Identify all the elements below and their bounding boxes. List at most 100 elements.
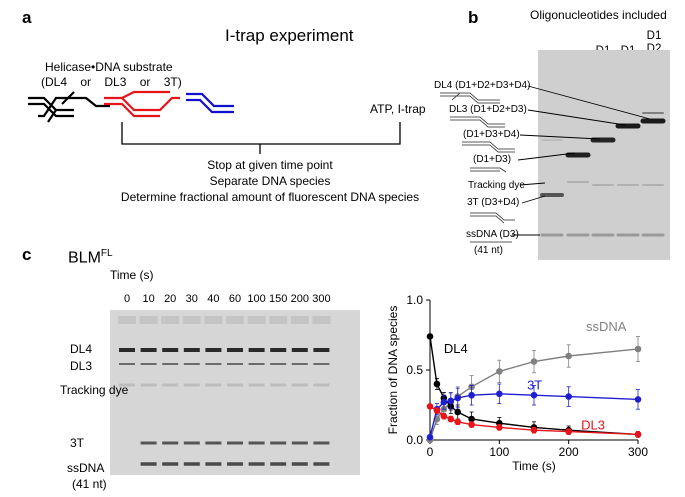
dl3-substrate-icon: [104, 90, 180, 118]
data-point-dl4: [454, 408, 462, 416]
step-quantify: Determine fractional amount of fluoresce…: [120, 190, 420, 204]
data-point-dl3: [496, 424, 503, 431]
data-point-3t: [634, 396, 642, 403]
time-label: 60: [228, 293, 242, 305]
gel-well: [312, 316, 331, 324]
gel-well: [182, 316, 201, 324]
gel-well: [204, 316, 223, 324]
species-d1d3: (D1+D3): [473, 154, 512, 165]
x-tick-label: 300: [628, 445, 648, 459]
gel-b-duplex-sketches: [440, 92, 515, 243]
data-point-ssdna: [496, 368, 503, 375]
gel-well: [118, 316, 136, 324]
data-point-dl3: [426, 403, 434, 410]
species-3t: 3T (D3+D4): [467, 197, 520, 208]
time-label: 20: [164, 293, 177, 305]
protein-superscript: FL: [100, 248, 113, 259]
x-tick-label: 0: [427, 445, 434, 459]
data-point-dl3: [634, 431, 642, 438]
data-point-3t: [565, 393, 572, 400]
data-point-3t: [454, 394, 462, 402]
fit-curve-3t: [429, 393, 639, 438]
atp-label: ATP, I-trap: [370, 102, 426, 116]
gel-well: [247, 316, 266, 324]
band-ssdna-length: (41 nt): [72, 477, 107, 491]
data-point-dl4: [468, 415, 475, 423]
band-ssdna: ssDNA: [67, 461, 105, 475]
data-point-3t: [496, 390, 503, 398]
time-label: 40: [207, 293, 220, 305]
time-label: 30: [185, 293, 198, 305]
data-point-dl3: [433, 407, 441, 414]
time-label: 150: [269, 293, 288, 305]
fit-curve-dl3: [429, 405, 639, 436]
species-dl3: DL3 (D1+D2+D3): [449, 104, 527, 115]
data-point-dl4: [426, 333, 434, 340]
band-3t: 3T: [70, 436, 85, 450]
fit-curve-dl4: [429, 336, 639, 436]
workflow-bracket: [121, 122, 401, 154]
band-dl4: DL4: [70, 342, 93, 356]
panel-a-label: a: [22, 8, 32, 27]
time-header: Time (s): [110, 268, 154, 282]
data-point-dl3: [468, 421, 475, 428]
series-label-ssdna: ssDNA: [586, 319, 627, 334]
species-d1d3d4: (D1+D3+D4): [463, 129, 520, 140]
step-separate: Separate DNA species: [209, 174, 331, 188]
time-label: 100: [247, 293, 266, 305]
data-point-dl3: [454, 418, 462, 426]
species-dl4: DL4 (D1+D2+D3+D4): [434, 80, 531, 91]
substrate-title: Helicase•DNA substrate: [45, 60, 173, 74]
gel-well: [269, 316, 288, 324]
data-point-ssdna: [565, 352, 572, 360]
data-point-ssdna: [634, 345, 642, 353]
species-ssdna-length: (41 nt): [474, 245, 503, 256]
dl4-substrate-icon: [28, 91, 110, 123]
gel-b-bands: [540, 112, 666, 237]
3t-substrate-icon: [186, 92, 234, 114]
step-stop: Stop at given time point: [207, 158, 333, 172]
time-label: 0: [123, 293, 131, 305]
x-axis-label: Time (s): [512, 459, 556, 473]
band-tracking-dye: Tracking dye: [60, 383, 129, 397]
protein-name: BLMFL: [68, 248, 113, 267]
y-tick-label: 0.5: [406, 363, 423, 377]
data-point-dl3: [447, 415, 455, 423]
data-point-3t: [468, 391, 475, 399]
data-point-dl3: [440, 412, 448, 420]
series-label-dl3: DL3: [581, 418, 605, 433]
species-tracking-dye: Tracking dye: [468, 180, 525, 191]
data-point-dl4: [433, 380, 441, 388]
series-label-dl4: DL4: [444, 341, 468, 356]
series-label-3t: 3T: [527, 378, 542, 393]
time-label: 300: [312, 293, 331, 305]
panel-b-label: b: [468, 8, 479, 27]
data-point-dl3: [565, 428, 572, 435]
panel-c-label: c: [22, 245, 32, 264]
y-axis-label: Fraction of DNA species: [386, 306, 400, 435]
oligo-header: Oligonucleotides included: [530, 8, 667, 22]
data-point-ssdna: [530, 358, 538, 365]
gel-well: [139, 316, 158, 324]
y-tick-label: 1.0: [406, 293, 423, 307]
gel-well: [226, 316, 244, 324]
data-point-3t: [426, 433, 434, 441]
species-ssdna: ssDNA (D3): [466, 229, 519, 240]
gel-well: [161, 316, 180, 324]
gel-image-c: [110, 310, 360, 475]
time-label: 200: [290, 293, 309, 305]
data-point-3t: [440, 398, 448, 406]
x-tick-label: 200: [559, 445, 579, 459]
data-point-3t: [530, 391, 538, 399]
data-point-3t: [447, 397, 455, 405]
time-label: 10: [142, 293, 155, 305]
panel-a-title: I-trap experiment: [225, 26, 354, 45]
band-dl3: DL3: [70, 359, 93, 373]
data-point-dl3: [530, 426, 538, 434]
x-tick-label: 100: [489, 445, 509, 459]
gel-well: [290, 316, 309, 324]
